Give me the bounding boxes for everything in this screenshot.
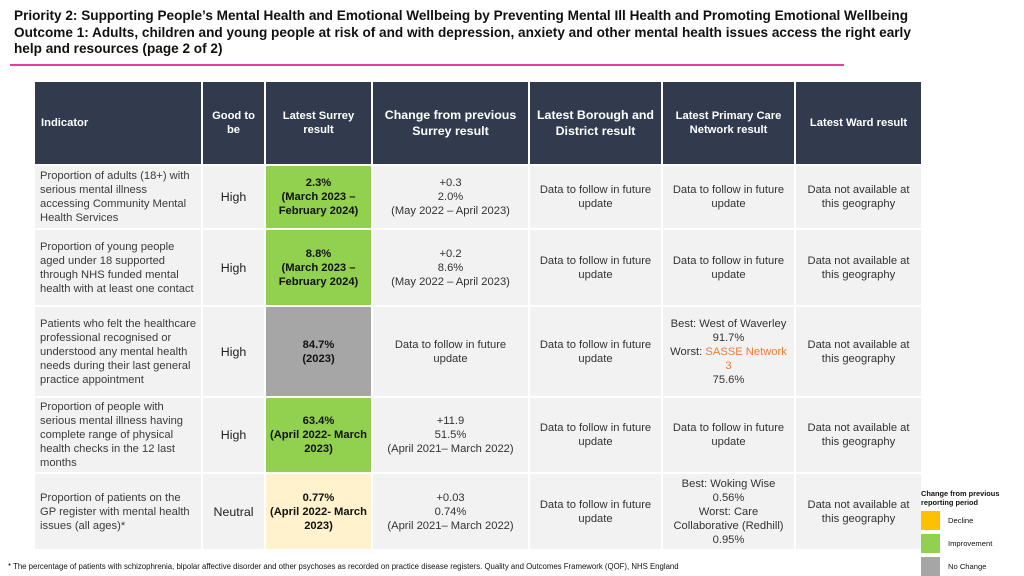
pcn-worst-label: Worst: (670, 345, 703, 358)
surrey-result-cell: 0.77% (April 2022- March 2023) (266, 474, 371, 549)
change-delta: +11.9 (436, 415, 465, 427)
table-row: Proportion of adults (18+) with serious … (35, 166, 921, 228)
change-delta: +0.3 (439, 177, 462, 189)
legend-item-decline: Decline (921, 511, 1021, 530)
ward-cell: Data not available at this geography (796, 230, 921, 305)
borough-cell: Data to follow in future update (530, 398, 661, 472)
page-title: Priority 2: Supporting People’s Mental H… (14, 8, 1014, 58)
borough-cell: Data to follow in future update (530, 307, 661, 396)
change-previous-value: 0.74% (434, 505, 467, 518)
surrey-result-cell: 2.3% (March 2023 – February 2024) (266, 166, 371, 228)
table-row: Proportion of patients on the GP registe… (35, 474, 921, 549)
change-cell: Data to follow in future update (373, 307, 528, 396)
legend-swatch-improvement (921, 534, 940, 553)
result-period: (March 2023 – February 2024) (278, 191, 359, 217)
title-outcome: Outcome 1: Adults, children and young pe… (14, 24, 911, 40)
change-previous-period: (May 2022 – April 2023) (391, 205, 510, 217)
pcn-worst: Worst: SASSE Network 3 (667, 345, 790, 373)
ward-cell: Data not available at this geography (796, 166, 921, 228)
change-delta: +0.2 (439, 247, 462, 260)
legend-item-improvement: Improvement (921, 534, 1021, 553)
change-previous-period: (April 2021– March 2022) (387, 519, 514, 532)
pcn-cell: Best: Woking Wise 0.56% Worst: Care Coll… (663, 474, 794, 549)
surrey-result-cell: 84.7% (2023) (266, 307, 371, 396)
header-indicator: Indicator (35, 82, 201, 164)
header-borough: Latest Borough and District result (530, 82, 661, 164)
legend-swatch-no-change (921, 557, 940, 576)
indicator-cell: Proportion of people with serious mental… (35, 398, 201, 472)
table-row: Proportion of people with serious mental… (35, 398, 921, 472)
pcn-cell: Data to follow in future update (663, 230, 794, 305)
change-previous-period: (May 2022 – April 2023) (391, 275, 510, 288)
header-pcn: Latest Primary Care Network result (663, 82, 794, 164)
title-divider (10, 64, 844, 66)
pcn-cell: Best: West of Waverley 91.7% Worst: SASS… (663, 307, 794, 396)
table-row: Proportion of young people aged under 18… (35, 230, 921, 305)
pcn-best: Best: West of Waverley 91.7% (670, 317, 787, 344)
surrey-result-cell: 63.4% (April 2022- March 2023) (266, 398, 371, 472)
result-value: 0.77% (302, 491, 335, 504)
indicator-table: Indicator Good to be Latest Surrey resul… (33, 80, 923, 551)
title-outcome-continued: help and resources (page 2 of 2) (14, 41, 223, 56)
legend-label: Decline (948, 516, 974, 525)
pcn-worst-value: 75.6% (712, 373, 745, 386)
legend: Change from previous reporting period De… (921, 489, 1021, 576)
table-row: Patients who felt the healthcare profess… (35, 307, 921, 396)
result-period: (March 2023 – February 2024) (278, 261, 359, 288)
legend-item-no-change: No Change (921, 557, 1021, 576)
legend-swatch-decline (921, 511, 940, 530)
good-to-be-cell: High (203, 230, 264, 305)
ward-cell: Data not available at this geography (796, 474, 921, 549)
legend-label: No Change (948, 562, 987, 571)
result-period: (April 2022- March 2023) (270, 429, 367, 455)
change-cell: +11.9 51.5% (April 2021– March 2022) (373, 398, 528, 472)
indicator-cell: Proportion of young people aged under 18… (35, 230, 201, 305)
indicator-cell: Proportion of patients on the GP registe… (35, 474, 201, 549)
table-header-row: Indicator Good to be Latest Surrey resul… (35, 82, 921, 164)
indicator-cell: Patients who felt the healthcare profess… (35, 307, 201, 396)
result-value: 63.4% (302, 415, 335, 427)
good-to-be-cell: High (203, 166, 264, 228)
title-priority: Priority 2: Supporting People’s Mental H… (14, 8, 909, 23)
result-value: 2.3% (305, 177, 332, 189)
ward-cell: Data not available at this geography (796, 307, 921, 396)
pcn-worst: Worst: Care Collaborative (Redhill) 0.95… (673, 505, 784, 546)
change-cell: +0.3 2.0% (May 2022 – April 2023) (373, 166, 528, 228)
result-period: (April 2022- March 2023) (270, 505, 367, 532)
change-previous-value: 51.5% (434, 429, 467, 441)
result-value: 84.7% (302, 338, 335, 351)
surrey-result-cell: 8.8% (March 2023 – February 2024) (266, 230, 371, 305)
result-value: 8.8% (305, 247, 332, 260)
header-good-to-be: Good to be (203, 82, 264, 164)
change-cell: +0.2 8.6% (May 2022 – April 2023) (373, 230, 528, 305)
ward-cell: Data not available at this geography (796, 398, 921, 472)
header-ward: Latest Ward result (796, 82, 921, 164)
pcn-cell: Data to follow in future update (663, 166, 794, 228)
good-to-be-cell: High (203, 307, 264, 396)
change-previous-value: 8.6% (437, 261, 464, 274)
indicator-cell: Proportion of adults (18+) with serious … (35, 166, 201, 228)
legend-title: Change from previous reporting period (921, 489, 1000, 507)
borough-cell: Data to follow in future update (530, 166, 661, 228)
pcn-best: Best: Woking Wise 0.56% (681, 477, 776, 504)
result-period: (2023) (302, 352, 335, 365)
good-to-be-cell: High (203, 398, 264, 472)
pcn-cell: Data to follow in future update (663, 398, 794, 472)
change-cell: +0.03 0.74% (April 2021– March 2022) (373, 474, 528, 549)
header-latest-surrey: Latest Surrey result (266, 82, 371, 164)
pcn-worst-name: SASSE Network 3 (705, 345, 787, 372)
change-previous-value: 2.0% (437, 191, 464, 203)
footnote: * The percentage of patients with schizo… (8, 562, 679, 571)
good-to-be-cell: Neutral (203, 474, 264, 549)
legend-label: Improvement (948, 539, 993, 548)
change-previous-period: (April 2021– March 2022) (387, 443, 514, 455)
borough-cell: Data to follow in future update (530, 230, 661, 305)
change-delta: +0.03 (436, 491, 465, 504)
header-change: Change from previous Surrey result (373, 82, 528, 164)
borough-cell: Data to follow in future update (530, 474, 661, 549)
